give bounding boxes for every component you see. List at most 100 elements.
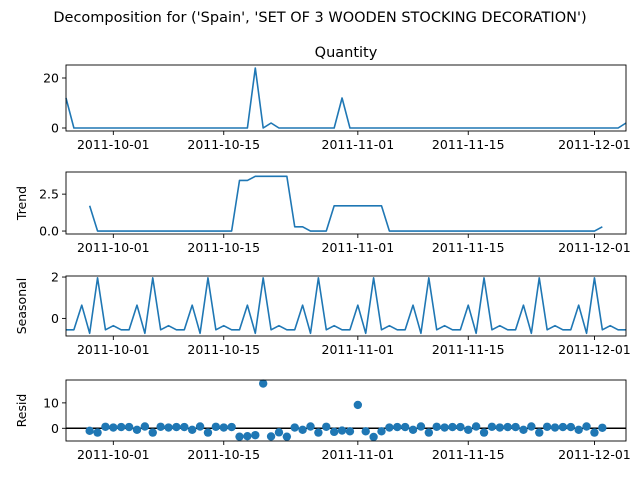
resid-point: [432, 422, 441, 431]
resid-point: [101, 422, 110, 431]
resid-point: [132, 425, 142, 435]
resid-point: [282, 432, 292, 441]
resid-point: [361, 427, 370, 436]
resid-point: [235, 432, 244, 441]
trend-x-tick-label: 2011-11-01: [322, 240, 395, 255]
quantity-x-tick-label: 2011-10-15: [187, 137, 260, 152]
trend-y-tick-label: 0.0: [39, 224, 59, 239]
quantity-x-tick-label: 2011-11-15: [432, 137, 505, 152]
resid-point: [542, 422, 552, 431]
resid-point: [471, 422, 481, 431]
resid-point: [440, 423, 449, 432]
resid-point: [550, 423, 560, 432]
resid-point: [408, 425, 418, 435]
trend-panel: 0.0 2.5 2011-10-01 2011-10-15 2011-11-01 2011…: [14, 171, 631, 255]
seasonal-y-tick-label: 2: [51, 270, 59, 285]
resid-x-tick-label: 2011-11-15: [432, 447, 505, 462]
resid-point: [164, 423, 173, 432]
resid-point: [416, 422, 426, 431]
resid-point: [109, 423, 118, 432]
quantity-panel: Quantity 0 20 2011-10-01 2011-10-15 2011-11-…: [43, 45, 631, 152]
resid-y-tick-label: 10: [43, 395, 59, 410]
trend-series-line: [88, 175, 603, 232]
seasonal-x-tick-label: 2011-11-01: [322, 342, 395, 357]
resid-point: [519, 425, 528, 435]
resid-point: [353, 400, 363, 410]
resid-point: [479, 428, 489, 437]
trend-x-tick-label: 2011-10-15: [187, 240, 260, 255]
resid-point: [495, 423, 504, 432]
seasonal-x-tick-label: 2011-10-01: [77, 342, 150, 357]
resid-point: [140, 422, 150, 431]
resid-x-tick-label: 2011-12-01: [558, 447, 631, 462]
resid-point: [258, 379, 268, 388]
resid-point: [329, 427, 339, 437]
quantity-y-tick-label: 20: [43, 71, 59, 86]
resid-axes-frame: [65, 379, 627, 442]
resid-point: [124, 422, 134, 432]
resid-point: [511, 422, 520, 432]
trend-x-tick-label: 2011-10-01: [77, 240, 150, 255]
resid-point: [558, 422, 568, 432]
quantity-x-tick-label: 2011-12-01: [558, 137, 631, 152]
resid-point: [251, 430, 260, 440]
resid-point: [598, 423, 607, 432]
resid-point: [188, 425, 197, 435]
resid-point: [535, 428, 544, 437]
resid-point: [93, 428, 102, 437]
resid-point: [298, 425, 307, 435]
resid-point: [156, 422, 165, 431]
resid-point: [527, 422, 536, 431]
seasonal-y-axis-label: Seasonal: [14, 278, 29, 335]
quantity-panel-title: Quantity: [315, 45, 378, 61]
trend-x-tick-label: 2011-11-15: [432, 240, 505, 255]
resid-point: [345, 427, 355, 436]
resid-point: [306, 422, 315, 431]
resid-x-tick-label: 2011-11-01: [322, 447, 395, 462]
seasonal-panel: 0 2 2011-10-01 2011-10-15 2011-11-01 2011-11-…: [14, 270, 631, 357]
resid-point: [393, 422, 402, 432]
resid-point: [385, 423, 394, 432]
seasonal-series-line: [66, 277, 626, 335]
resid-panel: 0 10 2011-10-01 2011-10-15 2011-11-01 2011-11…: [14, 379, 631, 462]
trend-x-tick-label: 2011-12-01: [558, 240, 631, 255]
resid-point: [337, 426, 347, 435]
seasonal-x-tick-label: 2011-10-15: [187, 342, 260, 357]
figure-suptitle: Decomposition for ('Spain', 'SET OF 3 WO…: [53, 10, 586, 26]
quantity-axes-frame: [65, 64, 627, 132]
resid-point: [487, 422, 497, 431]
resid-point: [369, 432, 378, 442]
seasonal-axes-frame: [65, 275, 627, 337]
resid-point: [448, 422, 457, 432]
resid-point: [219, 423, 228, 432]
seasonal-y-tick-label: 0: [51, 311, 59, 326]
resid-point: [503, 422, 512, 432]
resid-x-tick-label: 2011-10-01: [77, 447, 150, 462]
resid-point: [203, 428, 213, 437]
resid-point: [456, 422, 465, 432]
trend-axes-frame: [65, 171, 627, 235]
resid-point: [322, 422, 331, 431]
resid-point: [582, 422, 591, 431]
resid-point: [377, 427, 386, 436]
resid-point: [211, 422, 221, 431]
quantity-y-tick-label: 0: [51, 121, 59, 136]
resid-point: [274, 428, 284, 437]
resid-point: [590, 428, 599, 437]
resid-point: [180, 422, 189, 432]
quantity-series-line: [65, 67, 627, 129]
seasonal-x-tick-label: 2011-11-15: [432, 342, 505, 357]
resid-point: [148, 428, 157, 437]
resid-point: [566, 422, 575, 432]
resid-point: [117, 422, 126, 432]
resid-point: [266, 432, 276, 441]
resid-point: [314, 428, 323, 437]
resid-point: [574, 425, 583, 435]
resid-point: [172, 422, 181, 432]
resid-y-tick-label: 0: [51, 421, 59, 436]
seasonal-x-tick-label: 2011-12-01: [558, 342, 631, 357]
resid-point: [290, 423, 299, 432]
resid-point: [85, 426, 94, 436]
resid-point: [195, 422, 205, 431]
trend-y-axis-label: Trend: [14, 186, 29, 221]
